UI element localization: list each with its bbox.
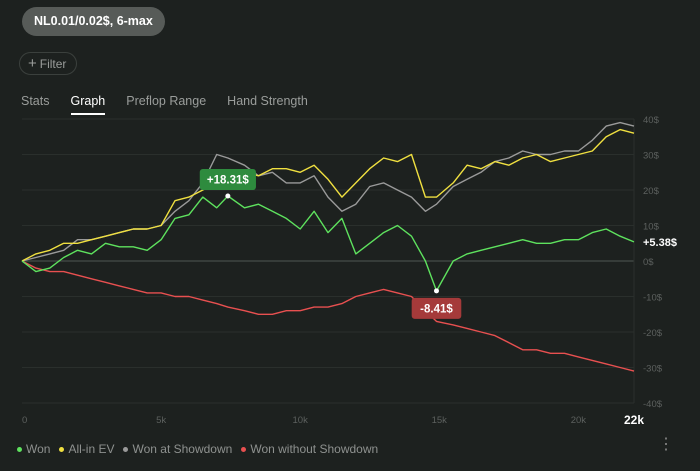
- y-tick-label: -40$: [643, 399, 663, 410]
- legend-won[interactable]: Won: [17, 442, 50, 456]
- legend-label: All-in EV: [68, 442, 115, 456]
- series-line-won-at-showdown: [21, 121, 635, 262]
- filter-button[interactable]: + Filter: [19, 52, 78, 75]
- y-tick-label: -20$: [643, 328, 663, 339]
- all-in-ev-dot-icon: [59, 447, 65, 453]
- filter-label: Filter: [39, 57, 67, 71]
- showdown-dot-icon: [123, 447, 129, 453]
- more-vertical-icon[interactable]: ⋮: [658, 436, 674, 453]
- annotation-point: [433, 288, 439, 294]
- legend-all-in-ev[interactable]: All-in EV: [59, 442, 114, 456]
- stakes-pill[interactable]: NL0.01/0.02$, 6-max: [22, 7, 165, 36]
- y-tick-label: 0$: [643, 257, 654, 268]
- y-tick-label: 10$: [643, 222, 660, 233]
- plus-icon: +: [28, 55, 37, 72]
- x-tick-label: 0: [22, 415, 27, 426]
- legend-label: Won at Showdown: [132, 442, 233, 456]
- annotation-point: [225, 193, 231, 199]
- legend-won-without-showdown[interactable]: Won without Showdown: [241, 442, 378, 456]
- x-tick-label: 15k: [432, 415, 448, 426]
- series-line-all-in-ev: [21, 128, 635, 262]
- annotation-box: [199, 168, 256, 190]
- tab-stats[interactable]: Stats: [21, 94, 50, 108]
- legend-label: Won: [26, 442, 51, 456]
- y-tick-label: 30$: [643, 151, 660, 162]
- tab-preflop-range[interactable]: Preflop Range: [126, 94, 207, 108]
- non-showdown-dot-icon: [241, 447, 247, 453]
- annotation-label: +18.31$: [207, 174, 249, 186]
- y-tick-label: -10$: [643, 293, 663, 304]
- y-tick-label: 20$: [643, 186, 660, 197]
- chart-legend: Won All-in EV Won at Showdown Won withou…: [17, 442, 378, 456]
- end-value-label: +5.38$: [643, 237, 677, 249]
- annotation-box: [411, 297, 462, 319]
- annotation-label: -8.41$: [420, 303, 453, 315]
- tab-graph[interactable]: Graph: [70, 94, 106, 115]
- won-dot-icon: [17, 447, 22, 453]
- x-tick-label: 20k: [571, 415, 587, 426]
- tab-bar: Stats Graph Preflop Range Hand Strength: [21, 94, 308, 115]
- legend-label: Won without Showdown: [250, 442, 379, 456]
- tab-hand-strength[interactable]: Hand Strength: [227, 94, 308, 108]
- series-line-won-without-showdown: [21, 260, 635, 372]
- y-tick-label: 40$: [643, 115, 660, 126]
- series-line-won: [21, 195, 635, 292]
- x-tick-label: 10k: [293, 415, 309, 426]
- legend-won-at-showdown[interactable]: Won at Showdown: [123, 442, 232, 456]
- x-tick-label: 5k: [156, 415, 166, 426]
- profit-chart[interactable]: 40$ 30$ 20$ 10$ 0$ -10$ -20$ -30$ -40$ 0 5k 10k 15k 2…: [0, 0, 700, 440]
- x-end-label: 22k: [624, 413, 644, 427]
- y-tick-label: -30$: [643, 364, 663, 375]
